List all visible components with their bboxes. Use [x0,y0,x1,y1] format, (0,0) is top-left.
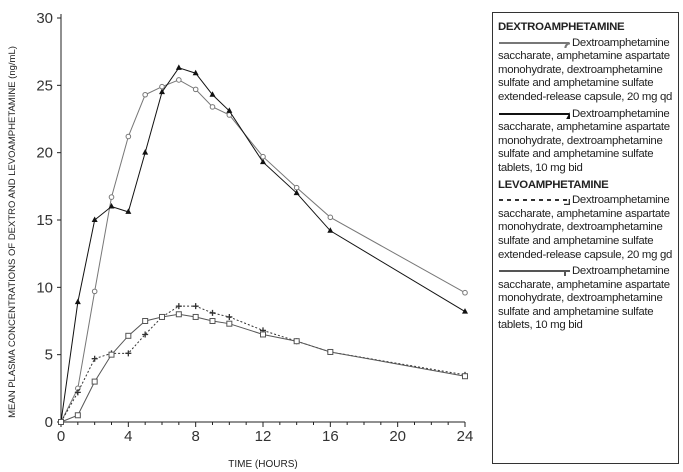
marker-square [260,331,266,338]
x-tick-label: 0 [57,428,65,445]
x-tick-label: 8 [191,428,199,445]
marker-square [209,318,216,324]
y-tick-label: 0 [45,414,53,431]
marker-triangle [293,189,300,196]
series-line [60,305,466,423]
marker-square [226,320,233,327]
marker-circle [125,133,132,140]
marker-square [564,270,570,277]
marker-square [293,338,300,345]
y-tick-label: 5 [45,347,53,364]
series-line [60,67,466,423]
marker-triangle [159,88,165,95]
marker-square [462,373,468,380]
marker-plus [91,355,98,362]
marker-square [192,313,199,320]
marker-triangle [108,203,115,209]
marker-circle [91,288,98,295]
marker-square [74,412,81,419]
legend-item: Dextroamphetamine saccharate, amphetamin… [498,108,673,176]
marker-circle [327,214,334,221]
y-axis-label: MEAN PLASMA CONCENTRATIONS OF DEXTRO AND… [7,46,18,418]
x-axis-label: TIME (HOURS) [228,459,297,470]
y-tick-label: 15 [36,212,53,229]
y-tick-label: 25 [36,77,53,94]
x-tick-label: 16 [322,428,339,445]
y-tick-label: 30 [36,10,53,27]
legend-item: Dextroamphetamine saccharate, amphetamin… [498,37,673,105]
marker-circle [108,194,115,200]
marker-circle [462,289,468,296]
legend-group-title: DEXTROAMPHETAMINE [498,21,625,33]
marker-circle [142,91,148,98]
marker-triangle [462,308,468,314]
marker-circle [176,77,182,83]
marker-square [327,348,334,355]
marker-triangle [192,69,199,76]
legend-swatch-triangle [499,111,570,119]
x-tick-label: 20 [389,428,406,445]
marker-square [125,332,132,339]
legend-group-title: LEVOAMPHETAMINE [498,178,609,191]
legend-swatch-square [499,270,570,277]
marker-triangle [209,91,216,97]
legend-swatch-plus [499,199,570,206]
marker-plus [192,303,199,310]
marker-square [159,313,165,320]
x-tick-label: 12 [255,428,272,445]
legend-item: Dextroamphetamine saccharate, amphetamin… [498,194,673,262]
marker-triangle [226,107,233,113]
series-triangle [58,64,468,424]
marker-circle [293,184,300,191]
marker-square [91,378,98,385]
legend-label: Dextroamphetamine saccharate, amphetamin… [498,265,670,332]
marker-circle [192,86,199,93]
marker-plus [175,303,182,310]
marker-triangle [327,227,334,233]
legend-label: Dextroamphetamine saccharate, amphetamin… [498,36,673,103]
y-tick-label: 20 [36,145,53,162]
marker-square [108,351,115,358]
marker-circle [260,153,266,160]
legend-label: Dextroamphetamine saccharate, amphetamin… [498,107,670,174]
marker-plus [74,389,81,396]
marker-square [58,419,64,425]
series-circle [58,77,468,425]
marker-triangle [125,208,132,214]
x-tick-label: 4 [124,428,132,445]
marker-triangle [74,298,81,305]
series-plus [58,303,468,425]
marker-circle [209,104,216,110]
marker-plus [125,350,132,357]
marker-square [175,311,182,318]
marker-triangle [175,64,182,70]
marker-circle [159,83,165,90]
marker-plus [226,313,233,320]
series-square [58,311,468,425]
legend: DEXTROAMPHETAMINE Dextroamphetamine sacc… [492,12,679,464]
x-tick-label: 24 [457,428,474,445]
marker-plus [209,309,216,316]
legend-label: Dextroamphetamine saccharate, amphetamin… [498,194,673,261]
legend-swatch-circle [499,41,570,48]
legend-item: Dextroamphetamine saccharate, amphetamin… [498,265,673,333]
marker-plus [142,331,149,338]
series-line [60,79,466,423]
marker-square [142,318,149,324]
marker-triangle [142,149,149,155]
marker-triangle [91,216,98,222]
marker-circle [564,41,570,48]
y-tick-label: 10 [36,279,53,296]
marker-triangle [260,158,266,165]
